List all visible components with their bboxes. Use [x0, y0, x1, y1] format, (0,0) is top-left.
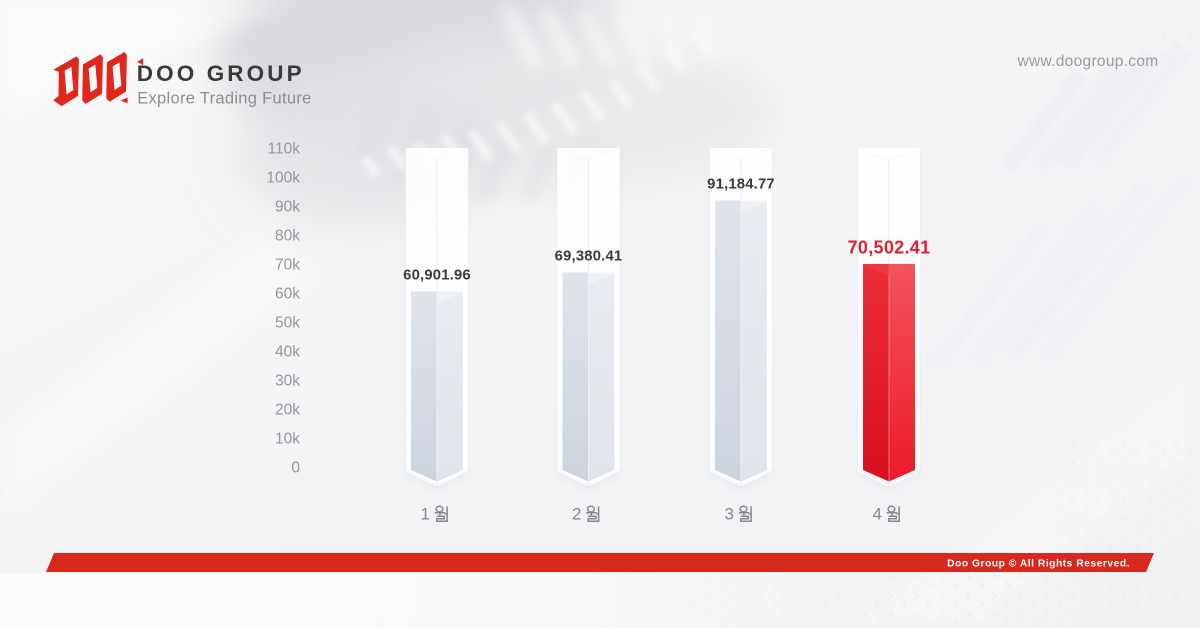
svg-text:Explore Trading Future: Explore Trading Future [137, 89, 311, 107]
svg-text:2: 2 [572, 505, 581, 524]
svg-text:80k: 80k [275, 228, 300, 245]
svg-text:Doo Group © All Rights Reserve: Doo Group © All Rights Reserved. [947, 558, 1130, 569]
svg-text:60,901.96: 60,901.96 [403, 268, 471, 284]
svg-text:90k: 90k [275, 199, 300, 216]
svg-text:3: 3 [725, 505, 734, 524]
svg-text:70,502.41: 70,502.41 [848, 237, 931, 257]
svg-text:69,380.41: 69,380.41 [555, 249, 623, 265]
svg-text:100k: 100k [266, 170, 300, 187]
svg-text:40k: 40k [275, 344, 300, 361]
svg-text:91,184.77: 91,184.77 [707, 177, 775, 193]
svg-text:1: 1 [421, 505, 430, 524]
svg-text:www.doogroup.com: www.doogroup.com [1017, 53, 1159, 70]
svg-text:30k: 30k [275, 373, 300, 390]
svg-text:50k: 50k [275, 315, 300, 332]
svg-text:60k: 60k [275, 286, 300, 303]
svg-text:110k: 110k [268, 141, 301, 158]
svg-text:70k: 70k [275, 257, 300, 274]
svg-text:4: 4 [873, 505, 882, 524]
svg-text:0: 0 [291, 460, 300, 477]
svg-text:20k: 20k [275, 402, 300, 419]
svg-text:DOO GROUP: DOO GROUP [137, 61, 305, 86]
svg-text:10k: 10k [275, 431, 300, 448]
